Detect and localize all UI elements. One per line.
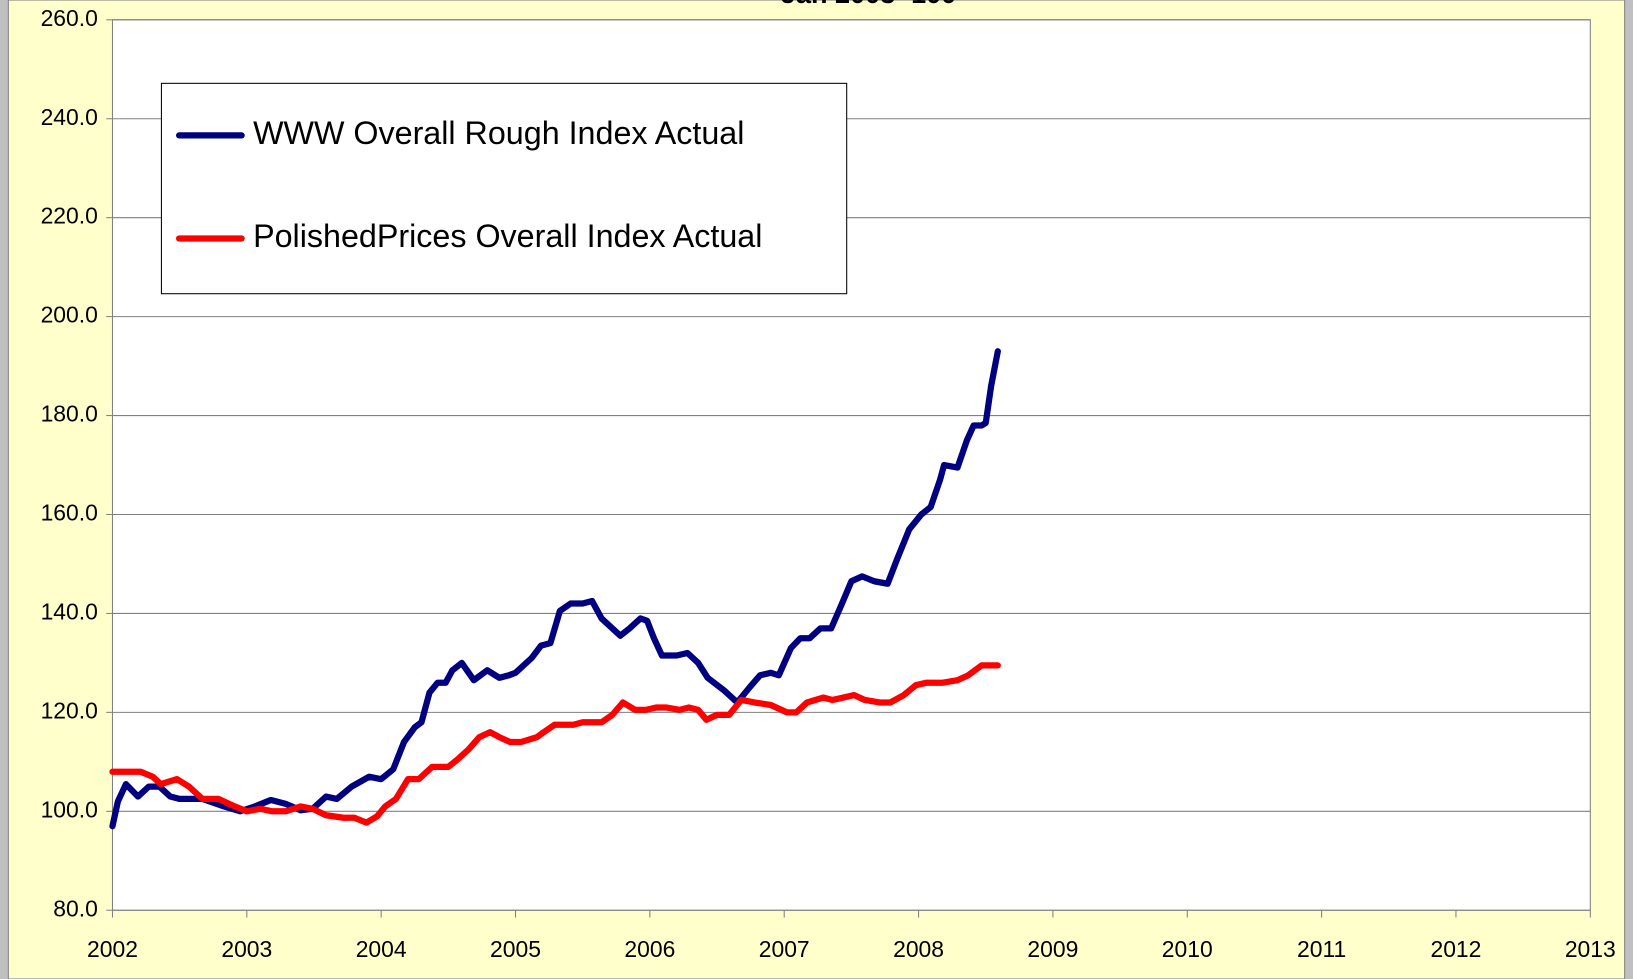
x-tick-label: 2012: [1430, 936, 1481, 962]
lines: [109, 348, 1001, 830]
x-tick-label: 2007: [759, 936, 810, 962]
x-tick-label: 2008: [893, 936, 944, 962]
chart-title: Jan 2003=100: [781, 0, 956, 9]
x-tick-label: 2006: [624, 936, 675, 962]
legend-label: WWW Overall Rough Index Actual: [253, 115, 744, 151]
x-tick-label: 2009: [1027, 936, 1078, 962]
y-tick-label: 180.0: [41, 401, 98, 427]
x-tick-label: 2010: [1162, 936, 1213, 962]
y-tick-label: 80.0: [53, 895, 98, 921]
y-tick-label: 160.0: [41, 500, 98, 526]
y-tick-label: 120.0: [41, 697, 98, 723]
y-tick-label: 240.0: [41, 104, 98, 130]
x-tick-label: 2011: [1297, 936, 1346, 962]
x-tick-label: 2003: [221, 936, 272, 962]
y-tick-label: 260.0: [41, 5, 98, 31]
x-tick-label: 2005: [490, 936, 541, 962]
y-tick-label: 140.0: [41, 598, 98, 624]
x-tick-label: 2013: [1565, 936, 1616, 962]
x-tick-label: 2004: [356, 936, 407, 962]
series-line: [109, 662, 1001, 826]
legend-label: PolishedPrices Overall Index Actual: [253, 218, 762, 254]
legend-entries: WWW Overall Rough Index Actual PolishedPr…: [176, 115, 762, 254]
y-tick-label: 100.0: [41, 796, 98, 822]
legend: [160, 82, 848, 295]
y-tick-label: 200.0: [41, 302, 98, 328]
y-tick-label: 220.0: [41, 203, 98, 229]
x-tick-label: 2002: [87, 936, 138, 962]
